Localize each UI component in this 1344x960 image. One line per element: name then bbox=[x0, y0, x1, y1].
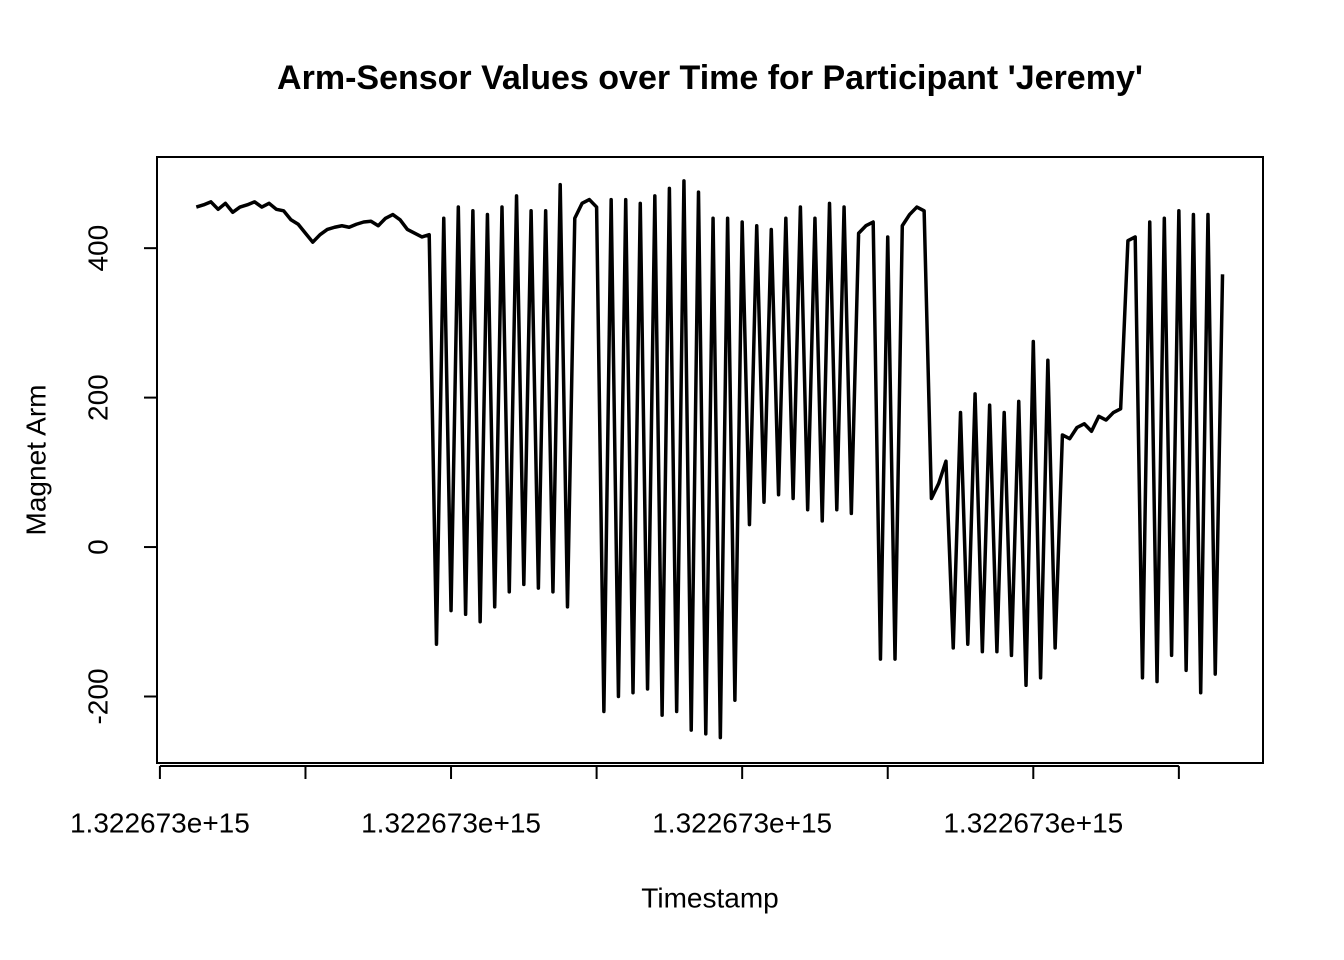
data-line bbox=[195, 179, 1225, 740]
y-tick-label: -200 bbox=[82, 668, 113, 724]
y-axis-label: Magnet Arm bbox=[20, 385, 51, 536]
x-tick-label: 1.322673e+15 bbox=[943, 807, 1123, 838]
y-tick-label: 400 bbox=[82, 225, 113, 272]
chart-title: Arm-Sensor Values over Time for Particip… bbox=[277, 59, 1143, 97]
x-tick-label: 1.322673e+15 bbox=[652, 807, 832, 838]
x-tick-label: 1.322673e+15 bbox=[70, 807, 250, 838]
y-tick-label: 200 bbox=[82, 374, 113, 421]
x-axis-label: Timestamp bbox=[641, 882, 778, 913]
y-tick-label: 0 bbox=[82, 539, 113, 555]
x-tick-label: 1.322673e+15 bbox=[361, 807, 541, 838]
